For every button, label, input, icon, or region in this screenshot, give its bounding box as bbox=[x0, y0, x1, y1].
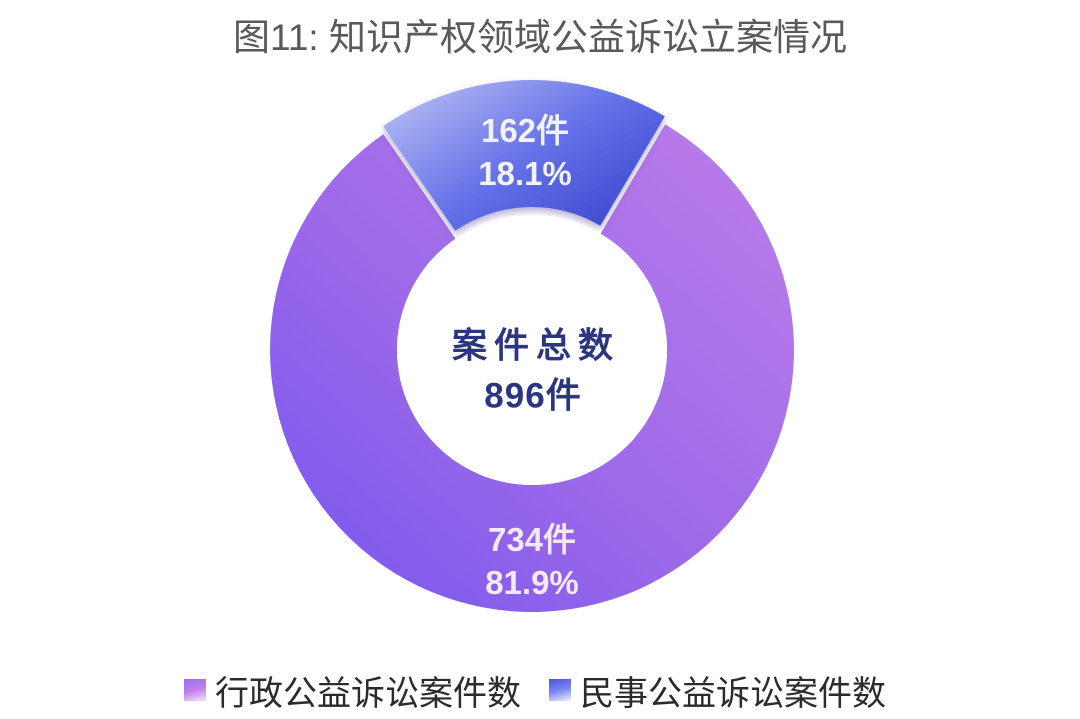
svg-text:734件: 734件 bbox=[488, 521, 576, 558]
svg-text:18.1%: 18.1% bbox=[478, 155, 572, 192]
svg-text:162件: 162件 bbox=[481, 112, 569, 149]
svg-text:81.9%: 81.9% bbox=[485, 564, 579, 601]
